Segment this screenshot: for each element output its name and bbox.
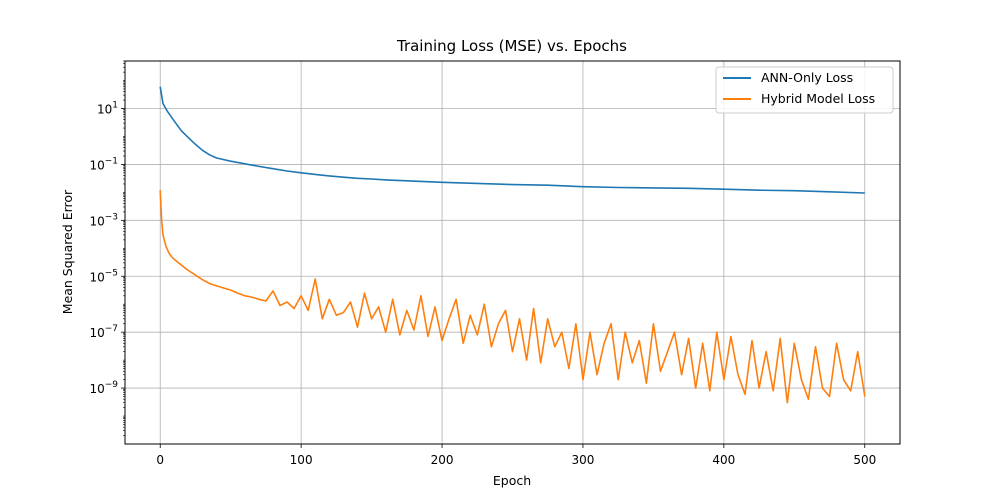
y-tick-label: 10−5 bbox=[89, 268, 118, 284]
y-axis: 10−9 10−7 10−5 10−3 10−1 101 bbox=[89, 60, 125, 436]
series-line-ann bbox=[159, 86, 865, 194]
series-line-hybrid bbox=[159, 190, 866, 404]
x-axis: 0 100 200 300 400 500 bbox=[156, 444, 876, 467]
grid-layer bbox=[125, 61, 900, 444]
legend-label-hybrid: Hybrid Model Loss bbox=[761, 91, 875, 106]
legend-box bbox=[715, 66, 894, 114]
x-tick-label: 300 bbox=[572, 453, 595, 467]
y-tick-label: 10−7 bbox=[89, 324, 118, 340]
legend-label-ann: ANN-Only Loss bbox=[761, 70, 853, 85]
x-axis-label: Epoch bbox=[493, 473, 531, 488]
x-tick-label: 400 bbox=[712, 453, 735, 467]
y-tick-label: 10−1 bbox=[89, 156, 118, 172]
x-tick-label: 100 bbox=[290, 453, 313, 467]
y-axis-label: Mean Squared Error bbox=[60, 189, 75, 314]
x-tick-label: 200 bbox=[431, 453, 454, 467]
y-tick-label: 10−9 bbox=[89, 380, 118, 396]
series-layer bbox=[159, 86, 866, 404]
legend: ANN-Only Loss Hybrid Model Loss bbox=[715, 66, 894, 114]
chart-title: Training Loss (MSE) vs. Epochs bbox=[396, 37, 627, 55]
x-tick-label: 500 bbox=[853, 453, 876, 467]
y-tick-label: 101 bbox=[97, 101, 118, 117]
y-tick-label: 10−3 bbox=[89, 212, 118, 228]
x-tick-label: 0 bbox=[156, 453, 164, 467]
